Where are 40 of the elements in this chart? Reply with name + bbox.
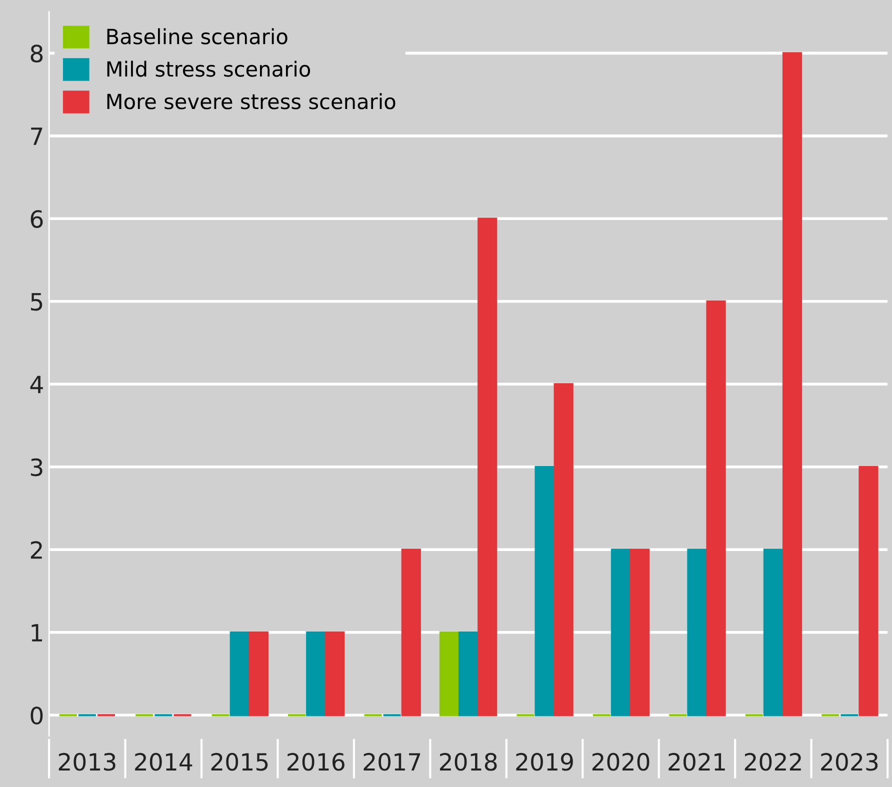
bar — [554, 383, 574, 716]
x-tick-label: 2022 — [744, 752, 801, 771]
bar — [630, 548, 650, 716]
bar — [325, 631, 345, 716]
y-tick-label: 2 — [30, 541, 42, 559]
bar — [687, 548, 707, 716]
y-tick-label: 7 — [31, 128, 42, 145]
x-tick-label: 2013 — [58, 752, 116, 771]
bar — [858, 466, 878, 716]
bar — [401, 548, 421, 716]
x-tick-label: 2017 — [364, 752, 420, 771]
bar — [439, 631, 460, 716]
legend-label: Baseline scenario — [107, 28, 288, 44]
bar — [230, 631, 250, 716]
legend-label: Mild stress scenario — [107, 60, 310, 77]
y-tick-label: 3 — [30, 458, 42, 476]
bar — [458, 631, 478, 716]
bar — [610, 548, 631, 716]
bar — [478, 218, 498, 716]
legend-label: More severe stress scenario — [107, 93, 396, 110]
bar — [534, 466, 554, 716]
x-tick-label: 2023 — [821, 752, 878, 771]
bar — [248, 631, 268, 716]
y-tick-label: 6 — [30, 210, 43, 228]
x-tick-label: 2019 — [516, 752, 573, 771]
y-tick-label: 4 — [30, 376, 43, 394]
y-tick-label: 1 — [32, 624, 42, 642]
y-tick-label: 5 — [31, 293, 42, 311]
bar — [763, 548, 784, 716]
x-tick-label: 2014 — [135, 752, 192, 771]
x-tick-label: 2021 — [668, 752, 725, 771]
bar — [782, 52, 802, 716]
y-tick-label: 8 — [30, 44, 43, 62]
bar — [306, 631, 326, 716]
bar — [706, 300, 726, 716]
x-tick-label: 2020 — [592, 752, 650, 771]
y-tick-label: 0 — [30, 706, 43, 724]
x-tick-label: 2018 — [440, 752, 497, 771]
x-tick-label: 2015 — [211, 752, 268, 771]
x-tick-label: 2016 — [288, 752, 344, 771]
